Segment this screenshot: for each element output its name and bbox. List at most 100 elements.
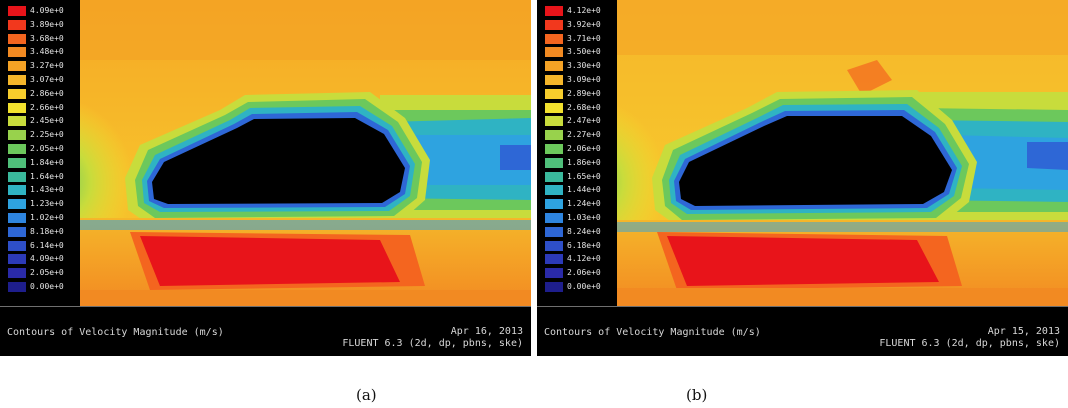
legend-entry: 2.06e+0 — [545, 144, 617, 154]
legend-color-swatch — [8, 19, 26, 30]
legend-entry: 2.06e+0 — [545, 268, 617, 279]
legend-color-swatch — [8, 116, 26, 127]
legend-entry: 3.30e+0 — [545, 61, 617, 72]
legend-entry: 1.03e+0 — [545, 213, 617, 223]
legend-color-swatch — [545, 240, 563, 251]
legend-entry: 1.02e+0 — [8, 213, 80, 223]
velocity-contour-plot — [617, 0, 1068, 306]
legend-color-swatch — [8, 199, 26, 210]
legend-entry: 3.27e+0 — [8, 61, 80, 72]
legend-entry: 6.18e+0 — [545, 240, 617, 251]
legend-entry: 4.09e+0 — [8, 6, 80, 16]
legend-color-swatch — [8, 240, 26, 251]
legend-color-swatch — [8, 157, 26, 168]
legend-entry: 4.12e+0 — [545, 254, 617, 265]
legend-label: 1.86e+0 — [567, 157, 601, 167]
legend-entry: 3.68e+0 — [8, 33, 80, 44]
legend-color-swatch — [545, 185, 563, 196]
figure-caption-a: (a) — [356, 386, 377, 404]
legend-label: 3.71e+0 — [567, 33, 601, 43]
legend-entry: 8.18e+0 — [8, 226, 80, 237]
legend-label: 3.07e+0 — [30, 75, 64, 84]
legend-entry: 3.07e+0 — [8, 75, 80, 85]
legend-label: 3.48e+0 — [30, 47, 64, 57]
legend-entry: 3.09e+0 — [545, 75, 617, 85]
legend-label: 2.45e+0 — [30, 116, 64, 126]
legend-color-swatch — [8, 144, 26, 154]
legend-entry: 0.00e+0 — [545, 282, 617, 292]
legend-color-swatch — [8, 6, 26, 16]
legend-label: 2.06e+0 — [567, 144, 601, 153]
legend-color-swatch — [8, 185, 26, 196]
legend-color-swatch — [8, 61, 26, 72]
footer-solver-info: FLUENT 6.3 (2d, dp, pbns, ske) — [342, 338, 523, 349]
legend-label: 1.65e+0 — [567, 171, 601, 181]
plot-footer: Contours of Velocity Magnitude (m/s) Apr… — [537, 306, 1068, 356]
legend-entry: 1.24e+0 — [545, 199, 617, 210]
legend-entry: 3.89e+0 — [8, 19, 80, 30]
legend-entry: 1.44e+0 — [545, 185, 617, 196]
legend-entry: 2.68e+0 — [545, 102, 617, 113]
legend-label: 6.18e+0 — [567, 240, 601, 250]
legend-label: 0.00e+0 — [567, 282, 601, 291]
legend-color-swatch — [545, 116, 563, 127]
legend-label: 8.24e+0 — [567, 226, 601, 236]
legend-label: 2.25e+0 — [30, 130, 64, 140]
legend-color-swatch — [8, 88, 26, 99]
legend-entry: 1.65e+0 — [545, 171, 617, 182]
legend-label: 2.86e+0 — [30, 88, 64, 98]
legend-entry: 4.12e+0 — [545, 6, 617, 16]
legend-label: 1.03e+0 — [567, 213, 601, 222]
legend-label: 3.50e+0 — [567, 47, 601, 57]
legend-entry: 1.84e+0 — [8, 157, 80, 168]
legend-color-swatch — [8, 102, 26, 113]
legend-color-swatch — [545, 282, 563, 292]
legend-label: 2.47e+0 — [567, 116, 601, 126]
velocity-contour-plot — [80, 0, 531, 306]
legend-color-swatch — [545, 171, 563, 182]
legend-entry: 0.00e+0 — [8, 282, 80, 292]
legend-color-swatch — [545, 88, 563, 99]
plot-footer: Contours of Velocity Magnitude (m/s) Apr… — [0, 306, 531, 356]
colorbar-legend: 4.09e+0 3.89e+0 3.68e+0 3.48e+0 3.27e+0 3.07e… — [0, 0, 80, 306]
legend-color-swatch — [545, 102, 563, 113]
footer-date: Apr 15, 2013 — [987, 326, 1060, 337]
legend-entry: 2.86e+0 — [8, 88, 80, 99]
legend-entry: 1.23e+0 — [8, 199, 80, 210]
legend-label: 1.23e+0 — [30, 199, 64, 209]
legend-entry: 1.64e+0 — [8, 171, 80, 182]
legend-color-swatch — [8, 171, 26, 182]
legend-entry: 1.86e+0 — [545, 157, 617, 168]
legend-entry: 1.43e+0 — [8, 185, 80, 196]
legend-entry: 2.05e+0 — [8, 268, 80, 279]
legend-entry: 2.25e+0 — [8, 130, 80, 141]
legend-entry: 8.24e+0 — [545, 226, 617, 237]
legend-label: 8.18e+0 — [30, 226, 64, 236]
legend-color-swatch — [8, 282, 26, 292]
legend-label: 3.89e+0 — [30, 19, 64, 29]
legend-color-swatch — [8, 47, 26, 58]
legend-label: 4.12e+0 — [567, 254, 601, 264]
legend-label: 2.68e+0 — [567, 102, 601, 112]
legend-color-swatch — [545, 199, 563, 210]
legend-entry: 2.66e+0 — [8, 102, 80, 113]
legend-color-swatch — [545, 213, 563, 223]
legend-entry: 3.71e+0 — [545, 33, 617, 44]
legend-color-swatch — [545, 226, 563, 237]
legend-color-swatch — [8, 226, 26, 237]
legend-label: 4.12e+0 — [567, 6, 601, 15]
legend-color-swatch — [8, 130, 26, 141]
contour-panel-a: 4.09e+0 3.89e+0 3.68e+0 3.48e+0 3.27e+0 3.07e… — [0, 0, 531, 356]
legend-label: 1.64e+0 — [30, 171, 64, 181]
legend-color-swatch — [545, 130, 563, 141]
legend-label: 3.27e+0 — [30, 61, 64, 71]
footer-solver-info: FLUENT 6.3 (2d, dp, pbns, ske) — [879, 338, 1060, 349]
legend-label: 1.43e+0 — [30, 185, 64, 195]
legend-color-swatch — [545, 47, 563, 58]
legend-label: 2.06e+0 — [567, 268, 601, 278]
legend-label: 0.00e+0 — [30, 282, 64, 291]
legend-color-swatch — [8, 213, 26, 223]
legend-label: 2.66e+0 — [30, 102, 64, 112]
legend-entry: 2.47e+0 — [545, 116, 617, 127]
legend-label: 1.02e+0 — [30, 213, 64, 222]
